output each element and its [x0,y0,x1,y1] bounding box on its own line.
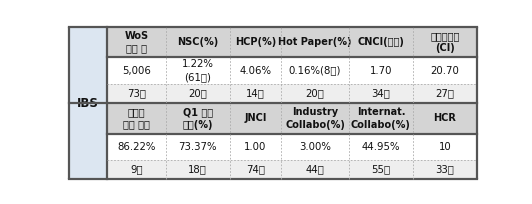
Bar [107,84,165,103]
Text: Hot Paper(%): Hot Paper(%) [278,37,352,47]
Text: 1.22%
(61편): 1.22% (61편) [181,59,213,82]
Text: 3.00%: 3.00% [299,142,331,152]
Bar [165,134,229,160]
Text: 14위: 14위 [246,88,265,98]
Text: 9위: 9위 [130,165,143,175]
Text: HCP(%): HCP(%) [235,37,276,47]
Bar [281,160,349,179]
Bar [107,103,165,134]
Text: 44.95%: 44.95% [362,142,400,152]
Text: WoS
논문 수: WoS 논문 수 [124,31,148,53]
Bar [349,134,413,160]
Text: 33위: 33위 [435,165,454,175]
Text: 86.22%: 86.22% [118,142,156,152]
Text: 73.37%: 73.37% [178,142,217,152]
Bar [165,103,229,134]
Text: 18위: 18위 [188,165,207,175]
Text: 5,006: 5,006 [122,66,151,76]
Bar [165,84,229,103]
Text: 73위: 73위 [127,88,146,98]
Bar [107,134,165,160]
Bar [281,84,349,103]
Text: Internat.
Collabo(%): Internat. Collabo(%) [351,107,411,130]
Bar [281,103,349,134]
Bar [413,134,477,160]
Bar [107,27,165,58]
Text: 20.70: 20.70 [430,66,459,76]
Bar [229,160,281,179]
Bar [413,84,477,103]
Bar [229,103,281,134]
Bar [107,160,165,179]
Bar [413,27,477,58]
Text: 55위: 55위 [371,165,390,175]
Text: Q1 저널
비율(%): Q1 저널 비율(%) [182,107,213,130]
Bar [229,58,281,84]
Bar [229,84,281,103]
Bar [281,27,349,58]
Bar [349,84,413,103]
Text: 74위: 74위 [246,165,265,175]
Text: JNCI: JNCI [244,113,267,123]
Text: 인용영향력
(CI): 인용영향력 (CI) [430,31,460,53]
Text: Industry
Collabo(%): Industry Collabo(%) [285,107,345,130]
Text: 피인용
논문 비율: 피인용 논문 비율 [123,107,150,130]
Bar [349,58,413,84]
Text: 34위: 34위 [371,88,390,98]
Text: 27위: 27위 [435,88,454,98]
Text: CNCI(평균): CNCI(평균) [358,37,404,47]
Bar [349,103,413,134]
Bar [349,160,413,179]
Bar [349,27,413,58]
Text: 0.16%(8편): 0.16%(8편) [289,66,342,76]
Bar [165,58,229,84]
Bar [229,27,281,58]
Bar [229,134,281,160]
Bar [165,160,229,179]
Text: HCR: HCR [434,113,456,123]
Text: 1.00: 1.00 [244,142,267,152]
Bar [69,27,107,179]
Text: 10: 10 [438,142,451,152]
Text: 44위: 44위 [306,165,325,175]
Bar [413,103,477,134]
Text: 20위: 20위 [188,88,207,98]
Bar [413,160,477,179]
Bar [165,27,229,58]
Bar [281,134,349,160]
Text: 1.70: 1.70 [370,66,392,76]
Bar [107,58,165,84]
Text: 20위: 20위 [306,88,325,98]
Bar [281,58,349,84]
Text: NSC(%): NSC(%) [177,37,218,47]
Text: 4.06%: 4.06% [239,66,271,76]
Bar [413,58,477,84]
Text: IBS: IBS [77,96,99,110]
